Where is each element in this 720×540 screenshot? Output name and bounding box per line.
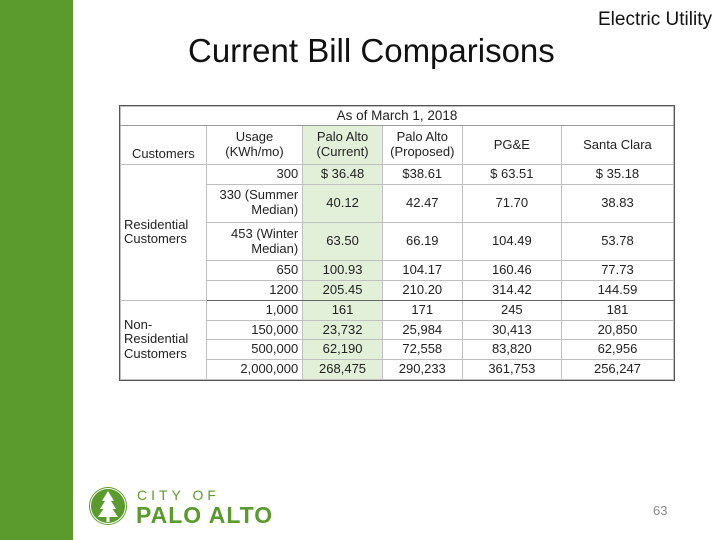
pge-cell: 71.70: [461, 183, 562, 224]
palo-alto-proposed-cell: 290,233: [381, 359, 463, 380]
pge-cell: $ 63.51: [461, 164, 562, 185]
col-header-palo-alto-proposed: Palo Alto (Proposed): [381, 125, 463, 165]
usage-cell: 300: [205, 164, 304, 185]
table-row: 1200 205.45 210.20 314.42 144.59: [121, 280, 675, 301]
slide-title: Current Bill Comparisons: [188, 32, 555, 69]
table-row: 453 (Winter Median) 63.50 66.19 104.49 5…: [121, 222, 675, 262]
col-header-santa-clara: Santa Clara: [560, 125, 675, 165]
city-of-palo-alto-logo: CITY OF PALO ALTO: [87, 485, 307, 529]
table-row: Residential Customers 300 $ 36.48 $38.61…: [120, 164, 675, 301]
palo-alto-current-cell: 268,475: [302, 359, 383, 380]
palo-alto-proposed-cell: 171: [381, 299, 463, 321]
page-number: 63: [653, 503, 668, 518]
col-header-pge: PG&E: [461, 125, 562, 165]
usage-cell: 1200: [205, 280, 304, 301]
palo-alto-proposed-cell: 72,558: [381, 339, 463, 361]
pge-cell: 30,413: [461, 319, 562, 341]
pge-cell: 245: [461, 299, 562, 321]
usage-cell: 150,000: [205, 319, 304, 341]
logo-name-text: PALO ALTO: [136, 502, 274, 528]
col-header-usage: Usage (KWh/mo): [205, 125, 304, 165]
palo-alto-current-cell: 23,732: [302, 319, 383, 341]
palo-alto-proposed-cell: 66.19: [381, 222, 463, 262]
pge-cell: 104.49: [461, 222, 562, 262]
group-label-residential: Residential Customers: [120, 164, 207, 301]
palo-alto-current-cell: $ 36.48: [302, 164, 383, 185]
palo-alto-current-cell: 62,190: [302, 339, 383, 361]
section-label: Electric Utility: [597, 9, 712, 30]
table-caption: As of March 1, 2018: [120, 106, 674, 126]
table-row: 500,000 62,190 72,558 83,820 62,956: [121, 339, 675, 361]
pge-cell: 160.46: [461, 260, 562, 282]
santa-clara-cell: 20,850: [560, 319, 675, 341]
santa-clara-cell: 181: [560, 299, 675, 321]
santa-clara-cell: $ 35.18: [560, 164, 675, 185]
side-accent-bar: [0, 0, 73, 540]
usage-cell: 330 (Summer Median): [205, 183, 304, 224]
usage-cell: 500,000: [205, 339, 304, 361]
santa-clara-cell: 62,956: [560, 339, 675, 361]
palo-alto-current-cell: 63.50: [302, 222, 383, 262]
palo-alto-current-cell: 100.93: [302, 260, 383, 282]
table-row: 150,000 23,732 25,984 30,413 20,850: [121, 319, 675, 341]
group-label-non-residential: Non-Residential Customers: [120, 299, 207, 381]
palo-alto-current-cell: 40.12: [302, 183, 383, 224]
pge-cell: 314.42: [461, 280, 562, 301]
table-row: 330 (Summer Median) 40.12 42.47 71.70 38…: [121, 183, 675, 224]
santa-clara-cell: 53.78: [560, 222, 675, 262]
palo-alto-proposed-cell: 104.17: [381, 260, 463, 282]
usage-cell: 650: [205, 260, 304, 282]
palo-alto-proposed-cell: 42.47: [381, 183, 463, 224]
palo-alto-proposed-cell: 25,984: [381, 319, 463, 341]
santa-clara-cell: 256,247: [560, 359, 675, 380]
bill-comparison-table: As of March 1, 2018 Customers Usage (KWh…: [119, 105, 675, 381]
palo-alto-proposed-cell: 210.20: [381, 280, 463, 301]
col-header-palo-alto-current: Palo Alto (Current): [302, 125, 383, 165]
pge-cell: 83,820: [461, 339, 562, 361]
santa-clara-cell: 144.59: [560, 280, 675, 301]
col-header-customers: Customers: [120, 125, 207, 165]
tree-icon: [89, 487, 127, 525]
palo-alto-current-cell: 205.45: [302, 280, 383, 301]
palo-alto-current-cell: 161: [302, 299, 383, 321]
usage-cell: 2,000,000: [205, 359, 304, 380]
pge-cell: 361,753: [461, 359, 562, 380]
table-row: Non-Residential Customers 1,000 161 171 …: [120, 299, 675, 381]
usage-cell: 1,000: [205, 299, 304, 321]
santa-clara-cell: 38.83: [560, 183, 675, 224]
palo-alto-proposed-cell: $38.61: [381, 164, 463, 185]
usage-cell: 453 (Winter Median): [205, 222, 304, 262]
table-row: 2,000,000 268,475 290,233 361,753 256,24…: [121, 359, 675, 380]
logo-city-text: CITY OF: [137, 487, 220, 503]
santa-clara-cell: 77.73: [560, 260, 675, 282]
